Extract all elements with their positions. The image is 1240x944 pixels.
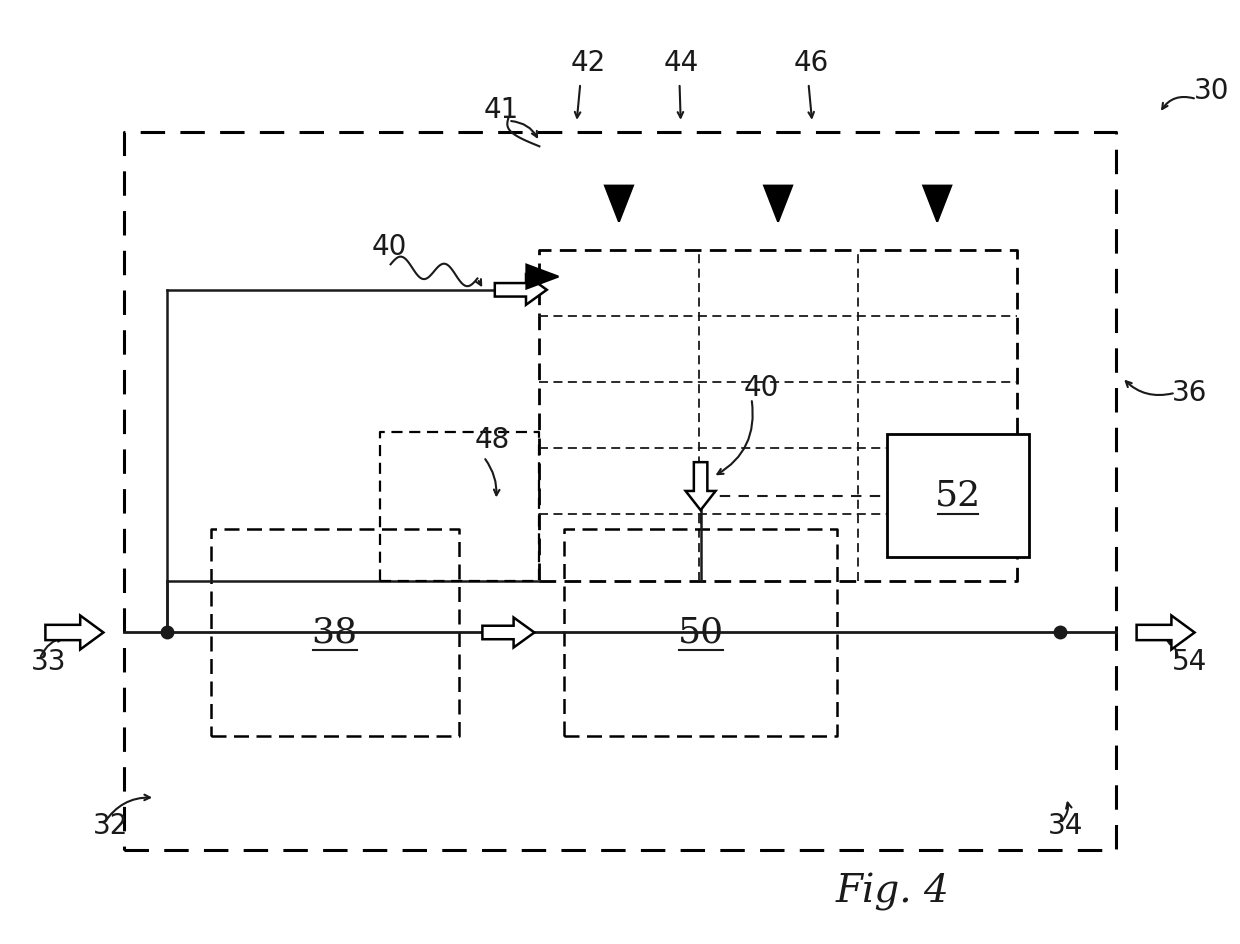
Polygon shape: [46, 615, 103, 649]
Text: 30: 30: [1194, 77, 1230, 105]
Text: Fig. 4: Fig. 4: [836, 873, 950, 911]
Text: 50: 50: [677, 615, 724, 649]
Bar: [887, 434, 1029, 557]
Text: 40: 40: [372, 233, 408, 261]
Text: 40: 40: [744, 375, 780, 402]
Polygon shape: [482, 617, 534, 648]
Text: 36: 36: [1172, 379, 1208, 407]
Polygon shape: [686, 463, 715, 510]
Text: 54: 54: [1172, 649, 1207, 676]
Text: 52: 52: [935, 479, 981, 513]
Text: 33: 33: [31, 649, 67, 676]
Polygon shape: [605, 186, 632, 222]
Polygon shape: [1137, 615, 1194, 649]
Text: 46: 46: [794, 49, 828, 76]
Text: 34: 34: [1048, 813, 1084, 840]
Text: 38: 38: [311, 615, 358, 649]
Polygon shape: [764, 186, 792, 222]
Text: 42: 42: [570, 49, 605, 76]
Text: 41: 41: [484, 96, 518, 124]
Polygon shape: [495, 275, 547, 305]
Polygon shape: [527, 264, 558, 289]
Text: 44: 44: [663, 49, 698, 76]
Text: 32: 32: [93, 813, 129, 840]
Text: 48: 48: [475, 427, 510, 454]
Polygon shape: [924, 186, 951, 222]
